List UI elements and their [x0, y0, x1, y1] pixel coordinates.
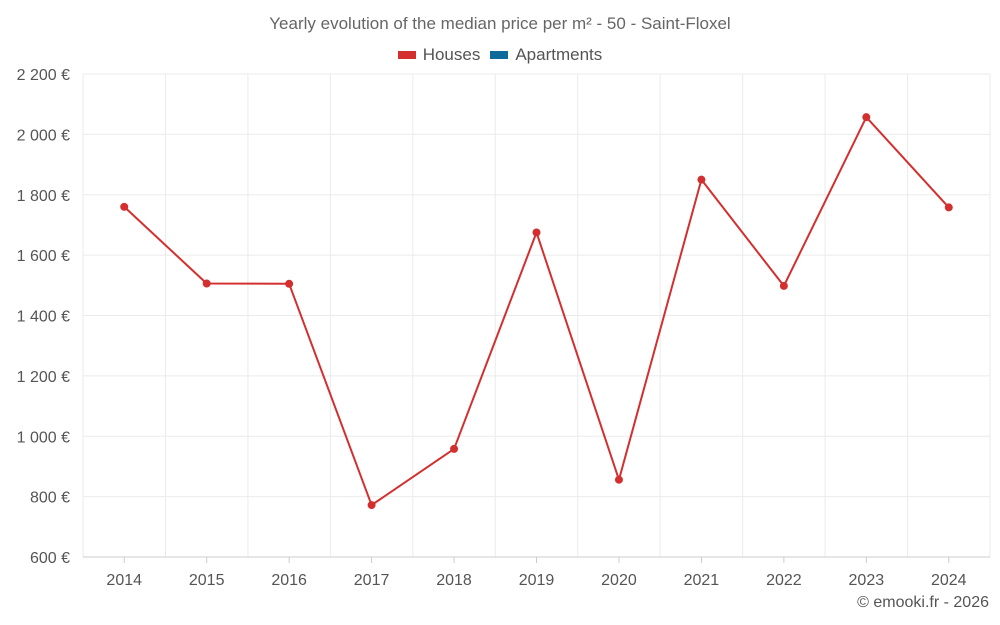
y-tick-label: 1 000 € [17, 429, 70, 446]
y-tick-label: 2 000 € [17, 127, 70, 144]
data-point-houses[interactable] [367, 501, 376, 510]
y-tick-label: 1 200 € [17, 369, 70, 386]
data-point-houses[interactable] [697, 175, 706, 184]
legend-item-apartments[interactable]: Apartments [490, 45, 602, 65]
data-point-houses[interactable] [614, 475, 623, 484]
y-tick-label: 800 € [30, 490, 70, 507]
x-tick-label: 2015 [189, 572, 225, 589]
data-point-houses[interactable] [779, 281, 788, 290]
x-tick-label: 2017 [354, 572, 390, 589]
x-tick-label: 2023 [849, 572, 885, 589]
x-tick-label: 2019 [519, 572, 555, 589]
legend-label-apartments: Apartments [515, 45, 603, 64]
x-tick-label: 2018 [436, 572, 472, 589]
y-tick-label: 600 € [30, 550, 70, 567]
y-tick-label: 1 800 € [17, 188, 70, 205]
data-point-houses[interactable] [450, 444, 459, 453]
y-tick-label: 1 600 € [17, 248, 70, 265]
data-point-houses[interactable] [285, 279, 294, 288]
legend-swatch-apartments [490, 51, 509, 59]
legend: Houses Apartments [0, 45, 1000, 65]
legend-swatch-houses [397, 51, 416, 59]
chart-title: Yearly evolution of the median price per… [269, 14, 731, 33]
x-tick-label: 2021 [684, 572, 720, 589]
x-tick-label: 2024 [931, 572, 967, 589]
y-tick-label: 1 400 € [17, 309, 70, 326]
x-tick-label: 2016 [271, 572, 307, 589]
x-tick-label: 2022 [766, 572, 802, 589]
data-point-houses[interactable] [120, 202, 129, 211]
x-tick-label: 2020 [601, 572, 637, 589]
y-tick-label: 2 200 € [17, 67, 70, 84]
legend-item-houses[interactable]: Houses [397, 45, 481, 65]
data-point-houses[interactable] [944, 203, 953, 212]
x-tick-label: 2014 [106, 572, 142, 589]
data-point-houses[interactable] [532, 228, 541, 237]
legend-label-houses: Houses [422, 45, 481, 64]
data-point-houses[interactable] [862, 113, 871, 122]
credit-text: © emooki.fr - 2026 [857, 594, 989, 611]
data-point-houses[interactable] [202, 279, 211, 288]
